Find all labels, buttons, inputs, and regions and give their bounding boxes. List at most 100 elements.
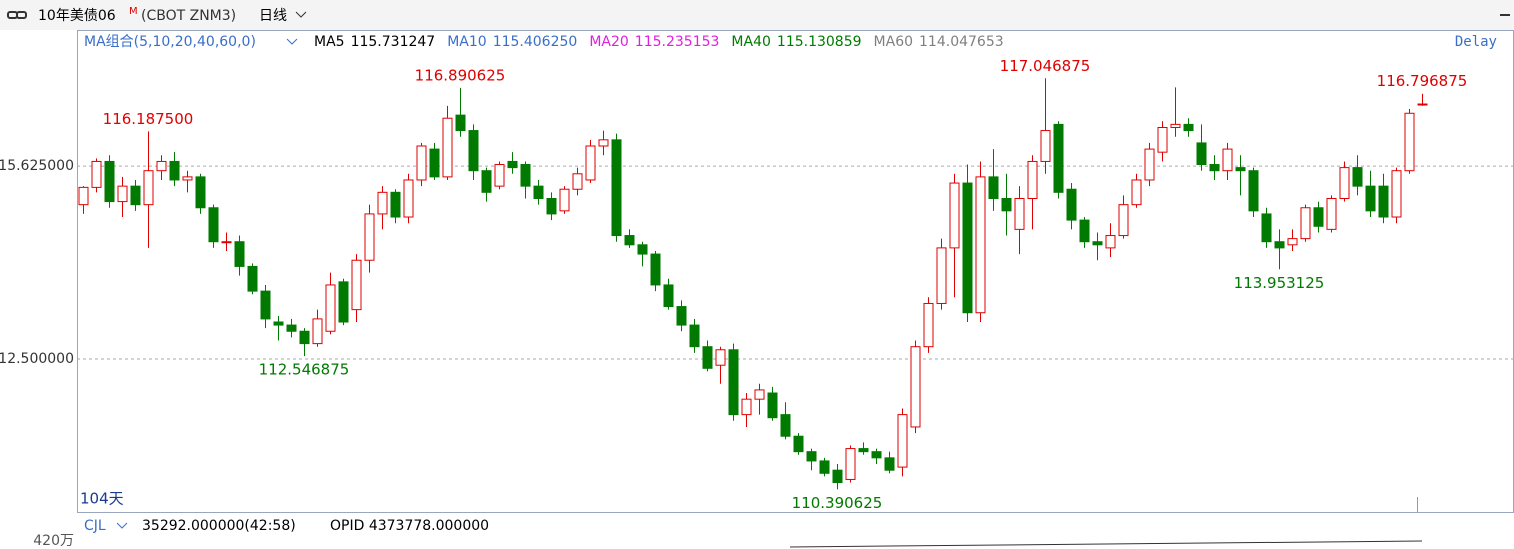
candle-body bbox=[130, 185, 141, 206]
candle-body bbox=[949, 182, 960, 249]
candle-body bbox=[143, 170, 154, 206]
candle-body bbox=[1183, 123, 1194, 132]
delay: Delay bbox=[1455, 34, 1497, 50]
link-icon bbox=[7, 11, 27, 19]
plot: 15.625000 12.500000 116.187500 112.546875 11… bbox=[0, 57, 1514, 512]
candle-body bbox=[1053, 123, 1064, 193]
ma-name: MA10 bbox=[447, 34, 486, 50]
candle-body bbox=[1001, 197, 1012, 212]
ma-value: 115.130859 bbox=[777, 34, 862, 50]
ma-name: MA40 bbox=[731, 34, 770, 50]
ma-name: MA5 bbox=[314, 34, 345, 50]
candle-body bbox=[611, 139, 622, 237]
volume-value: 35292.000000(42:58) bbox=[142, 518, 296, 534]
candle-body bbox=[507, 160, 518, 169]
candle-body bbox=[403, 179, 414, 218]
candle-body bbox=[910, 346, 921, 428]
candle-body bbox=[1196, 142, 1207, 166]
candle-body bbox=[1066, 188, 1077, 221]
candle-body bbox=[221, 241, 232, 244]
candle-body bbox=[741, 398, 752, 416]
candle-body bbox=[494, 164, 505, 187]
symbol: (CBOT ZNM3) bbox=[141, 8, 236, 24]
candle-body bbox=[1365, 185, 1376, 212]
candle-body bbox=[819, 460, 830, 474]
candle-body bbox=[455, 114, 466, 132]
candle-body bbox=[871, 451, 882, 459]
ma-value: 114.047653 bbox=[919, 34, 1004, 50]
toolbar bbox=[0, 0, 1514, 30]
candle-body bbox=[169, 160, 180, 181]
candle-body bbox=[806, 451, 817, 462]
candle-body bbox=[1118, 204, 1129, 237]
candle-body bbox=[715, 349, 726, 366]
candle-body bbox=[182, 176, 193, 181]
candle-body bbox=[377, 191, 388, 215]
candle-body bbox=[637, 244, 648, 255]
ma-name: MA60 bbox=[874, 34, 913, 50]
candle-body bbox=[780, 414, 791, 437]
candle-body bbox=[624, 235, 635, 246]
candle-body bbox=[1014, 197, 1025, 230]
candle-body bbox=[117, 185, 128, 203]
candle-body bbox=[689, 324, 700, 348]
candle-body bbox=[884, 457, 895, 471]
candle-body bbox=[1378, 185, 1389, 218]
candle-body bbox=[1092, 241, 1103, 246]
candle-body bbox=[338, 281, 349, 323]
volume-name[interactable]: CJL bbox=[84, 518, 106, 534]
candle-body bbox=[1079, 219, 1090, 243]
extreme-label: 113.953125 bbox=[1234, 274, 1325, 292]
ma-name: MA20 bbox=[589, 34, 628, 50]
candle-body bbox=[520, 164, 531, 187]
candle-body bbox=[936, 247, 947, 304]
candle-body bbox=[923, 302, 934, 348]
dropdown-arrow[interactable] bbox=[116, 522, 128, 529]
candle-body bbox=[1300, 207, 1311, 240]
candle-body bbox=[845, 448, 856, 480]
extreme-label: 112.546875 bbox=[259, 361, 350, 379]
volume-scale: 420万 bbox=[33, 533, 74, 549]
extreme-label: 116.187500 bbox=[103, 110, 194, 128]
title: 10年美债06 bbox=[38, 8, 116, 24]
y-tick-label: 12.500000 bbox=[0, 351, 74, 367]
dropdown-arrow[interactable] bbox=[295, 11, 307, 18]
candle-body bbox=[442, 117, 453, 178]
candle-body bbox=[481, 170, 492, 193]
candle-body bbox=[1326, 197, 1337, 230]
opid-value: OPID 4373778.000000 bbox=[330, 518, 489, 534]
candle-body bbox=[312, 318, 323, 345]
candle-body bbox=[351, 259, 362, 311]
extreme-label: 117.046875 bbox=[1000, 57, 1091, 75]
candle-body bbox=[858, 448, 869, 453]
period[interactable]: 日线 bbox=[259, 8, 287, 24]
candle-body bbox=[1040, 130, 1051, 162]
candle-body bbox=[208, 207, 219, 243]
badge: M bbox=[129, 6, 138, 17]
candle-body bbox=[676, 306, 687, 326]
candle-body bbox=[364, 213, 375, 261]
candle-body bbox=[546, 197, 557, 215]
candle-body bbox=[1274, 241, 1285, 249]
candle-body bbox=[91, 160, 102, 188]
candle-body bbox=[585, 145, 596, 181]
candle-body bbox=[962, 182, 973, 314]
candle-body bbox=[416, 145, 427, 181]
candle-body bbox=[234, 241, 245, 267]
candle-body bbox=[572, 173, 583, 190]
extreme-label: 116.890625 bbox=[415, 66, 506, 84]
extreme-label: 110.390625 bbox=[792, 494, 883, 512]
candle-body bbox=[273, 321, 284, 326]
dropdown-arrow[interactable] bbox=[286, 38, 298, 45]
candle-body bbox=[247, 265, 258, 292]
indicator[interactable]: MA组合(5,10,20,40,60,0) bbox=[84, 34, 256, 50]
candle-body bbox=[897, 414, 908, 468]
candle-body bbox=[1261, 213, 1272, 243]
candle-body bbox=[1209, 164, 1220, 172]
candle-body bbox=[754, 389, 765, 400]
ma-legend: MA5 115.731247 MA10 115.406250 MA20 115.23515… bbox=[314, 34, 1004, 50]
candle-body bbox=[702, 346, 713, 369]
candle-body bbox=[429, 148, 440, 178]
candle-body bbox=[1144, 148, 1155, 181]
